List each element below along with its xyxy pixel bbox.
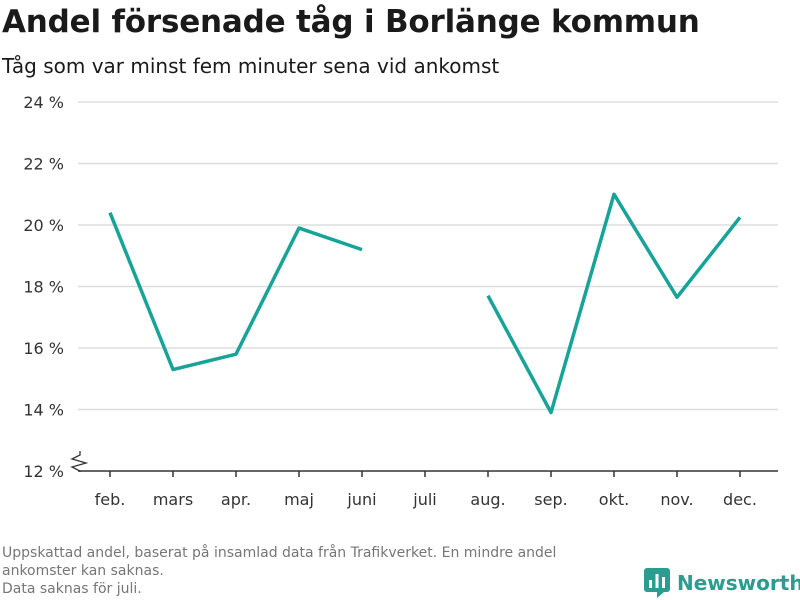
footnote-line: ankomster kan saknas. — [2, 563, 164, 579]
newsworthy-icon — [644, 568, 670, 598]
brand-logo: Newsworthy — [644, 568, 800, 598]
x-tick-label: nov. — [660, 490, 693, 509]
x-tick-label: juli — [412, 490, 436, 509]
footnote-line: Uppskattad andel, baserat på insamlad da… — [2, 545, 557, 561]
y-tick-label: 12 % — [23, 462, 64, 481]
x-tick-label: sep. — [534, 490, 567, 509]
brand-name: Newsworthy — [677, 571, 800, 595]
line-chart: 12 % 14 % 16 % 18 % 20 % 22 % 24 % feb. mars apr… — [23, 93, 778, 509]
y-tick-label: 14 % — [23, 401, 64, 420]
footnote-line: Data saknas för juli. — [2, 581, 142, 597]
gridlines — [78, 101, 778, 411]
x-tick-label: apr. — [221, 490, 251, 509]
x-tick-label: maj — [284, 490, 314, 509]
series-line — [486, 192, 742, 415]
x-tick-label: mars — [153, 490, 193, 509]
series-lines — [108, 192, 742, 415]
y-tick-label: 22 % — [23, 155, 64, 174]
y-axis-ticks: 12 % 14 % 16 % 18 % 20 % 22 % 24 % — [23, 93, 64, 481]
x-axis: feb. mars apr. maj juni juli aug. sep. okt. nov. d… — [70, 451, 778, 509]
footnote: Uppskattad andel, baserat på insamlad da… — [2, 544, 642, 598]
x-tick-label: feb. — [95, 490, 126, 509]
x-tick-label: okt. — [599, 490, 629, 509]
y-tick-label: 18 % — [23, 278, 64, 297]
series-line — [108, 212, 363, 372]
x-tick-label: dec. — [723, 490, 757, 509]
chart-subtitle: Tåg som var minst fem minuter sena vid a… — [2, 54, 500, 78]
chart-title: Andel försenade tåg i Borlänge kommun — [2, 4, 700, 40]
y-tick-label: 24 % — [23, 93, 64, 112]
y-tick-label: 20 % — [23, 216, 64, 235]
x-tick-label: juni — [346, 490, 376, 509]
axis-break-icon — [70, 451, 89, 472]
x-tick-label: aug. — [470, 490, 505, 509]
y-tick-label: 16 % — [23, 339, 64, 358]
